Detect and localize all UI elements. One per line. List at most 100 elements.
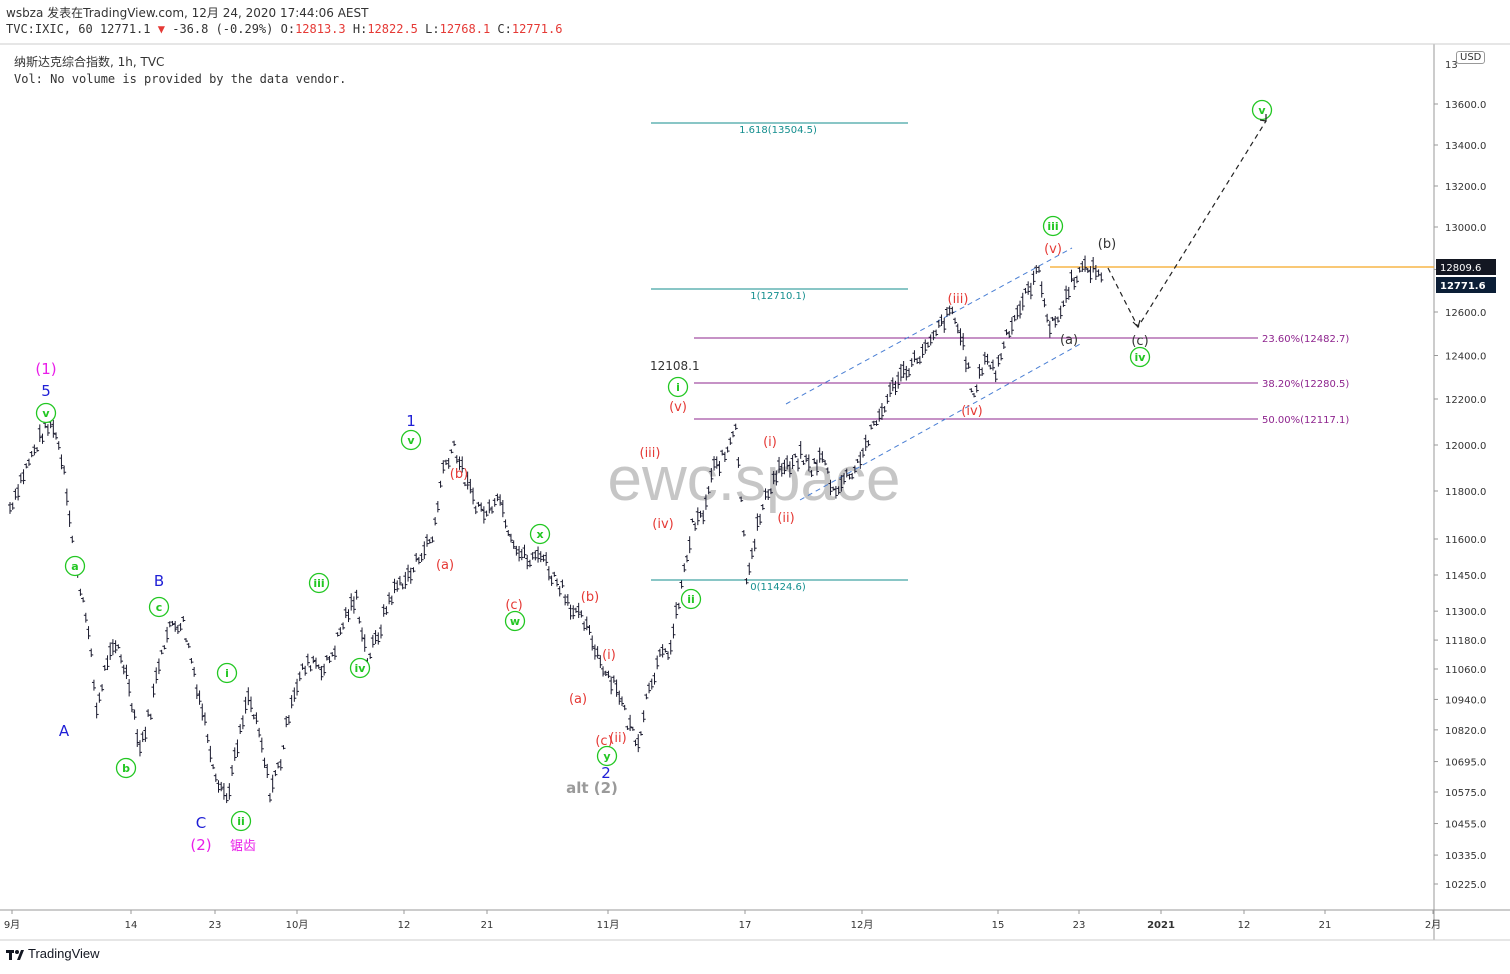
price-tag-bg — [1436, 259, 1496, 275]
wave-label: (c) — [505, 598, 522, 613]
wave-label: (2) — [190, 836, 211, 854]
y-tick-label: 10575.0 — [1445, 788, 1486, 799]
y-tick-label: 11450.0 — [1445, 571, 1486, 582]
price-tag: 12809.6 — [1440, 263, 1481, 274]
wave-label: 1 — [406, 412, 416, 430]
y-tick-label: 10455.0 — [1445, 820, 1486, 831]
wave-label: (iv) — [652, 517, 673, 532]
wave-circle — [64, 555, 86, 577]
wave-circle — [1251, 99, 1273, 121]
wave-label: 锯齿 — [230, 839, 256, 854]
wave-label: ii — [237, 815, 245, 828]
wave-circle — [596, 745, 618, 767]
wave-label: iii — [1047, 220, 1058, 233]
wave-label: alt (2) — [566, 779, 618, 797]
wave-label: (iv) — [961, 404, 982, 419]
low-value: 12768.1 — [439, 22, 491, 36]
y-tick-label: 11800.0 — [1445, 487, 1486, 498]
wave-label: (ii) — [777, 511, 794, 526]
wave-label: i — [676, 381, 680, 394]
wave-label: v — [42, 407, 50, 420]
fib-retracement-label: 23.60%(12482.7) — [1262, 334, 1349, 345]
price-change: -36.8 (-0.29%) — [172, 22, 274, 36]
wave-circle — [400, 429, 422, 451]
x-tick-label: 23 — [209, 920, 222, 931]
x-tick-label: 21 — [1319, 920, 1332, 931]
wave-label: x — [536, 528, 543, 541]
legend-title: 纳斯达克综合指数, 1h, TVC — [14, 55, 165, 69]
x-tick-label: 15 — [992, 920, 1005, 931]
wave-label: iv — [355, 662, 367, 675]
symbol: TVC:IXIC, 60 — [6, 22, 93, 36]
y-tick-label: 11180.0 — [1445, 636, 1486, 647]
x-tick-label: 14 — [125, 920, 138, 931]
projection-arrow-icon — [1259, 114, 1267, 122]
wave-circle — [680, 588, 702, 610]
close-label: C: — [497, 22, 512, 36]
wave-label: (i) — [763, 435, 777, 450]
tradingview-logo-icon — [6, 949, 24, 960]
ohlc-line: TVC:IXIC, 60 12771.1 ▼ -36.8 (-0.29%) O:… — [6, 22, 562, 36]
wave-label: ii — [687, 593, 695, 606]
x-tick-label: 12月 — [851, 919, 874, 931]
wave-label: 5 — [41, 382, 51, 400]
fib-extension-label: 1.618(13504.5) — [739, 125, 817, 136]
wave-label: (b) — [1098, 237, 1116, 252]
author: wsbza — [6, 6, 44, 20]
y-tick-label: 12600.0 — [1445, 308, 1486, 319]
x-tick-label: 11月 — [597, 919, 620, 931]
wave-label: (b) — [581, 590, 599, 605]
wave-label: (b) — [450, 467, 468, 482]
y-tick-label: 13400.0 — [1445, 141, 1486, 152]
fib-extension-label: 1(12710.1) — [750, 291, 806, 302]
y-tick-label: 11060.0 — [1445, 665, 1486, 676]
x-tick-label: 12 — [398, 920, 411, 931]
wave-circle — [35, 402, 57, 424]
wave-circle — [1042, 215, 1064, 237]
y-tick-label: 10335.0 — [1445, 851, 1486, 862]
wave-circle — [216, 662, 238, 684]
y-tick-label: 11300.0 — [1445, 607, 1486, 618]
x-tick-label: 17 — [739, 920, 752, 931]
tradingview-logo[interactable]: TradingView — [6, 946, 100, 961]
x-tick-label: 10月 — [286, 919, 309, 931]
y-tick-label: 12400.0 — [1445, 352, 1486, 363]
wave-label: B — [154, 572, 164, 590]
high-label: H: — [352, 22, 368, 36]
y-tick-label: 11600.0 — [1445, 535, 1486, 546]
y-tick-label: 12000.0 — [1445, 441, 1486, 452]
high-label: 12108.1 — [650, 359, 700, 373]
wave-label: (i) — [602, 648, 616, 663]
current-price-bg — [1436, 277, 1496, 293]
channel-upper — [785, 247, 1073, 405]
fib-extension-label: 0(11424.6) — [750, 582, 806, 593]
open-value: 12813.3 — [295, 22, 346, 36]
open-label: O: — [280, 22, 296, 36]
wave-circle — [529, 523, 551, 545]
wave-label: A — [59, 722, 70, 740]
channel-lower — [799, 342, 1083, 501]
x-tick-label: 21 — [481, 920, 494, 931]
low-label: L: — [425, 22, 440, 36]
x-tick-label: 12 — [1238, 920, 1251, 931]
y-tick-label: 10695.0 — [1445, 758, 1486, 769]
wave-label: w — [510, 615, 520, 628]
wave-label: b — [122, 762, 130, 775]
projection-arrow-icon — [1132, 319, 1141, 329]
wave-label: (c) — [595, 734, 612, 749]
x-tick-label: 9月 — [4, 919, 20, 931]
current-price: 12771.6 — [1440, 281, 1486, 292]
wave-label: (v) — [1044, 242, 1062, 257]
currency-button[interactable]: USD — [1456, 51, 1486, 64]
wave-label: (a) — [569, 692, 587, 707]
publish-header: wsbza 发表在TradingView.com, 12月 24, 2020 1… — [6, 4, 368, 21]
wave-circle — [667, 376, 689, 398]
wave-label: (iii) — [640, 446, 661, 461]
wave-label: 2 — [601, 764, 611, 782]
wave-label: v — [1258, 104, 1266, 117]
wave-label: iii — [313, 577, 324, 590]
legend-volume: Vol: No volume is provided by the data v… — [14, 72, 347, 86]
y-tick-label-top: 13 — [1445, 60, 1458, 71]
wave-label: (1) — [35, 360, 56, 378]
